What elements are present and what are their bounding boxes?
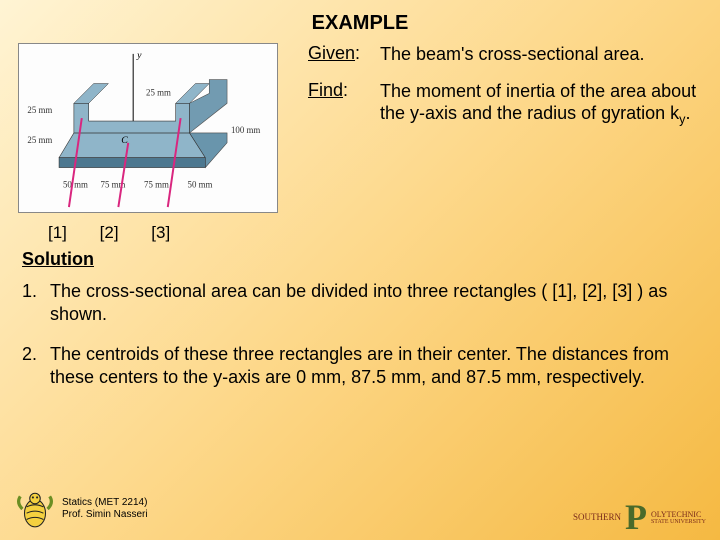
label-1: [1]	[48, 223, 67, 242]
svg-text:50 mm: 50 mm	[63, 179, 88, 189]
page-title: EXAMPLE	[0, 0, 720, 43]
figure-container: y 25 mm 25 mm 25 mm 100 mm 50 mm 75 mm 7…	[18, 43, 298, 213]
svg-text:50 mm: 50 mm	[188, 179, 213, 189]
logo-p-icon: P	[625, 503, 647, 532]
logo-state: STATE UNIVERSITY	[651, 519, 706, 525]
solution-heading: Solution	[22, 249, 698, 270]
beam-svg: y 25 mm 25 mm 25 mm 100 mm 50 mm 75 mm 7…	[19, 44, 277, 212]
logo-poly: OLYTECHNIC	[651, 511, 706, 519]
given-find-block: Given: The beam's cross-sectional area. …	[308, 43, 702, 213]
find-row: Find: The moment of inertia of the area …	[308, 80, 702, 129]
footer-course: Statics (MET 2214)	[62, 497, 148, 509]
beam-figure: y 25 mm 25 mm 25 mm 100 mm 50 mm 75 mm 7…	[18, 43, 278, 213]
logo-southern: SOUTHERN	[573, 513, 621, 522]
solution-item-1: 1. The cross-sectional area can be divid…	[22, 280, 698, 327]
mascot-icon	[14, 488, 56, 530]
svg-text:25 mm: 25 mm	[146, 87, 171, 97]
given-text: The beam's cross-sectional area.	[380, 43, 702, 66]
label-3: [3]	[151, 223, 170, 242]
solution-text-1: The cross-sectional area can be divided …	[50, 280, 698, 327]
content-row: y 25 mm 25 mm 25 mm 100 mm 50 mm 75 mm 7…	[0, 43, 720, 213]
label-2: [2]	[100, 223, 119, 242]
given-label: Given:	[308, 43, 380, 66]
find-text: The moment of inertia of the area about …	[380, 80, 702, 129]
svg-text:100 mm: 100 mm	[231, 125, 260, 135]
given-row: Given: The beam's cross-sectional area.	[308, 43, 702, 66]
university-logo: SOUTHERN P OLYTECHNIC STATE UNIVERSITY	[573, 503, 706, 532]
solution-text-2: The centroids of these three rectangles …	[50, 343, 698, 390]
svg-text:25 mm: 25 mm	[27, 135, 52, 145]
find-label: Find:	[308, 80, 380, 129]
solution-item-2: 2. The centroids of these three rectangl…	[22, 343, 698, 390]
dim-top: 25 mm	[27, 105, 52, 115]
footer-right: SOUTHERN P OLYTECHNIC STATE UNIVERSITY	[573, 503, 706, 532]
solution-num-2: 2.	[22, 343, 50, 390]
region-labels: [1] [2] [3]	[48, 223, 198, 243]
svg-text:75 mm: 75 mm	[144, 179, 169, 189]
footer-text: Statics (MET 2214) Prof. Simin Nasseri	[62, 497, 148, 521]
footer-prof: Prof. Simin Nasseri	[62, 509, 148, 521]
footer-left: Statics (MET 2214) Prof. Simin Nasseri	[14, 488, 148, 530]
solution-block: Solution 1. The cross-sectional area can…	[0, 249, 720, 390]
svg-text:y: y	[136, 50, 142, 61]
solution-num-1: 1.	[22, 280, 50, 327]
